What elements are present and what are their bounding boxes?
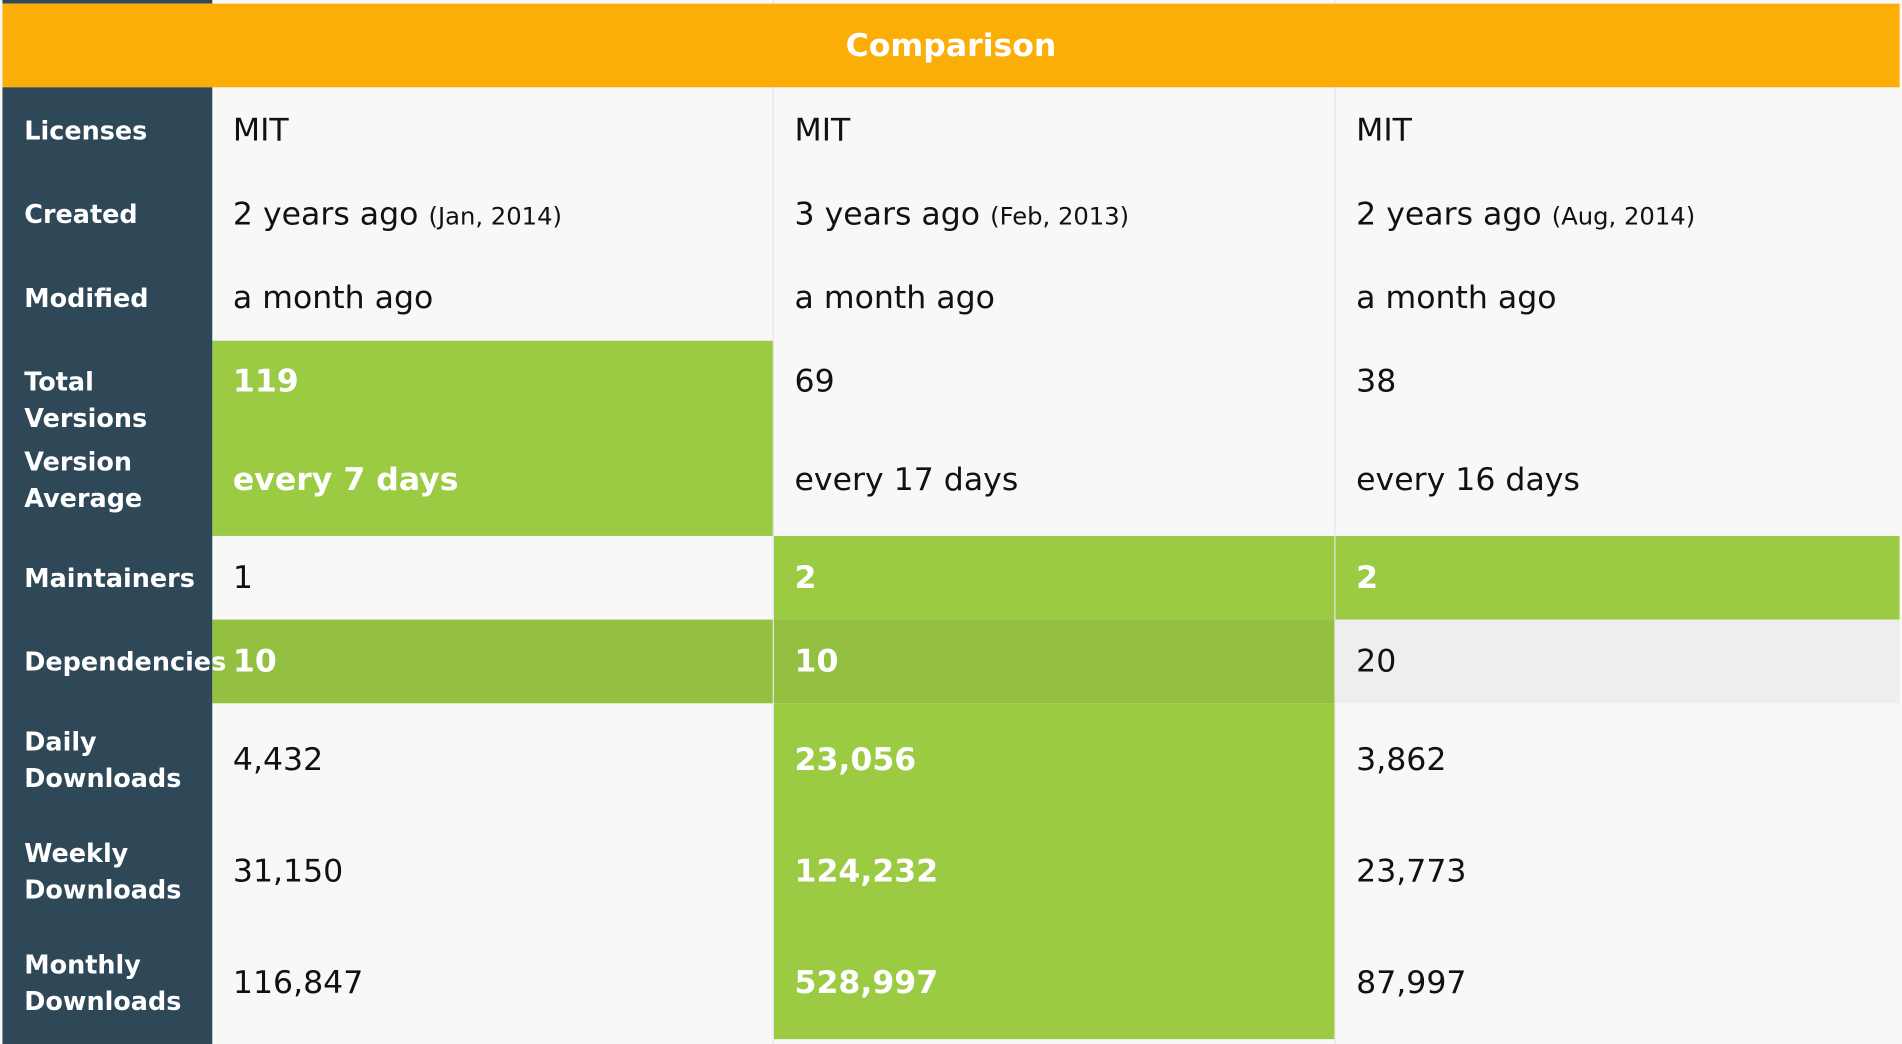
column-divider: [772, 87, 774, 1044]
row-label: Licenses: [24, 116, 148, 146]
modified-value: a month ago: [232, 280, 434, 317]
dependencies-cell-background: [1335, 619, 1900, 704]
maintainers-value: 1: [232, 560, 253, 597]
license-value: MIT: [1356, 112, 1412, 150]
row-label: Maintainers: [24, 563, 195, 593]
created-date: (Feb, 2013): [990, 201, 1130, 231]
dependencies-value: 10: [794, 643, 839, 681]
winner-highlight-maintainers: [773, 535, 1900, 620]
weekly-downloads-value: 124,232: [794, 853, 939, 891]
row-label: Modified: [24, 283, 149, 313]
created-date: (Aug, 2014): [1551, 201, 1696, 231]
modified-value: a month ago: [794, 280, 995, 317]
maintainers-value: 2: [1356, 560, 1379, 597]
winner-highlight-downloads: [773, 703, 1336, 1040]
total-versions-value: 38: [1356, 363, 1397, 401]
row-label: Total Versions: [24, 367, 148, 433]
monthly-downloads-value: 87,997: [1356, 965, 1467, 1002]
created-relative: 3 years ago: [794, 196, 981, 233]
column-divider: [1334, 87, 1336, 1044]
daily-downloads-value: 4,432: [232, 742, 324, 779]
daily-downloads-value: 23,056: [794, 742, 917, 779]
total-versions-value: 69: [794, 363, 835, 401]
row-label: Downloads: [24, 875, 182, 905]
row-label: Daily: [24, 727, 97, 757]
row-header-top-strip: [2, 0, 213, 4]
row-label: Monthly: [24, 950, 141, 980]
maintainers-value: 2: [794, 560, 817, 597]
monthly-downloads-value: 116,847: [232, 965, 364, 1002]
license-value: MIT: [232, 112, 289, 150]
row-label: Downloads: [24, 987, 182, 1017]
weekly-downloads-value: 23,773: [1356, 853, 1467, 891]
column-divider-top: [1334, 0, 1336, 4]
row-label: Created: [24, 200, 138, 230]
comparison-title: Comparison: [845, 27, 1057, 64]
created-value: 3 years ago (Feb, 2013): [795, 196, 1130, 234]
column-divider-top: [772, 0, 774, 4]
row-label: Dependencies: [24, 647, 227, 677]
created-value: 2 years ago (Jan, 2014): [233, 196, 562, 234]
daily-downloads-value: 3,862: [1356, 742, 1447, 779]
total-versions-value: 119: [232, 363, 299, 401]
row-label: Version: [24, 447, 132, 477]
dependencies-value: 10: [232, 643, 277, 681]
dependencies-value: 20: [1356, 643, 1397, 681]
row-label: Weekly: [24, 839, 129, 869]
created-relative: 2 years ago: [1356, 196, 1542, 233]
version-average-value: every 7 days: [232, 461, 459, 499]
comparison-header: Comparison: [2, 3, 1900, 88]
monthly-downloads-value: 528,997: [794, 965, 939, 1002]
license-value: MIT: [794, 112, 851, 150]
version-average-value: every 17 days: [794, 461, 1019, 499]
modified-value: a month ago: [1356, 280, 1557, 317]
created-date: (Jan, 2014): [428, 201, 562, 231]
weekly-downloads-value: 31,150: [232, 853, 344, 891]
row-label: Downloads: [24, 763, 182, 794]
created-value: 2 years ago (Aug, 2014): [1356, 196, 1695, 234]
version-average-value: every 16 days: [1356, 461, 1580, 499]
row-header-column: Licenses Created Modified Total Versions…: [2, 87, 226, 1044]
winner-highlight-versions: [212, 340, 774, 536]
created-relative: 2 years ago: [232, 196, 419, 233]
row-label: Average: [24, 483, 143, 513]
